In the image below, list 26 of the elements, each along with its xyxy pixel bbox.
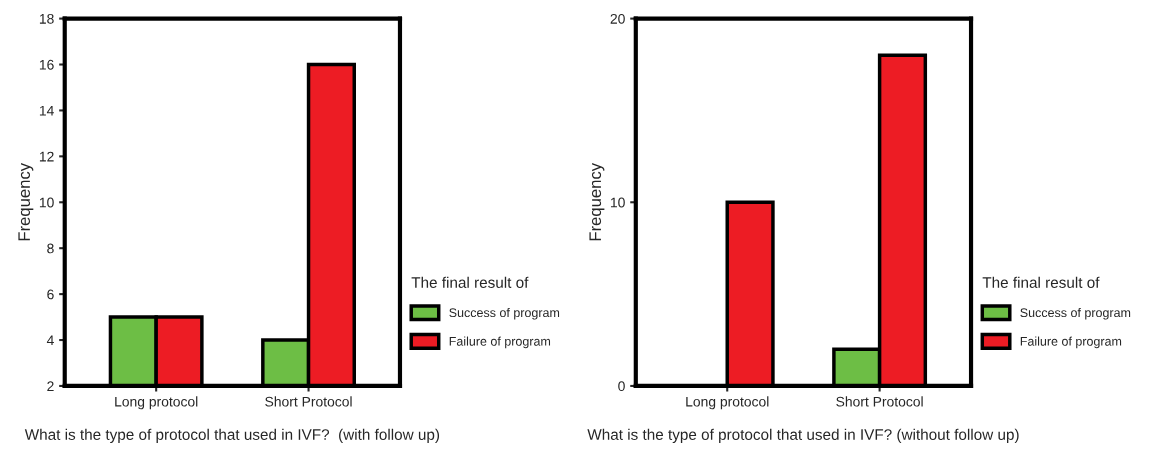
y-tick-label: 16 [39, 59, 54, 70]
x-axis-title: What is the type of protocol that used in IVF? (with follow up) [24, 428, 440, 443]
y-tick-label: 12 [39, 151, 54, 162]
legend-label: Success of program [1020, 307, 1131, 320]
y-tick-label: 14 [39, 105, 54, 116]
legend-label: Success of program [449, 307, 560, 320]
legend-label: Failure of program [1020, 336, 1122, 349]
x-tick-label: Short Protocol [265, 396, 352, 407]
y-tick-label: 8 [47, 243, 54, 254]
x-tick-label: Long protocol [115, 396, 198, 410]
legend-label: Failure of program [449, 336, 551, 349]
legend-title: The final result of [411, 276, 529, 288]
y-axis-title: Frequency [589, 162, 605, 241]
y-tick-label: 20 [610, 13, 625, 24]
y-tick-label: 0 [618, 381, 625, 392]
y-tick-label: 18 [39, 13, 54, 24]
x-tick-label: Short Protocol [836, 396, 923, 407]
x-axis-title: What is the type of protocol that used in IVF? (without follow up) [587, 428, 1019, 443]
y-tick-label: 2 [47, 381, 54, 391]
y-tick-label: 4 [46, 335, 54, 346]
y-tick-label: 10 [39, 197, 54, 208]
x-tick-label: Long protocol [686, 396, 769, 410]
y-tick-label: 10 [611, 197, 625, 208]
y-tick-label: 6 [47, 289, 54, 300]
y-axis-title: Frequency [18, 162, 34, 241]
legend-title: The final result of [982, 276, 1100, 288]
